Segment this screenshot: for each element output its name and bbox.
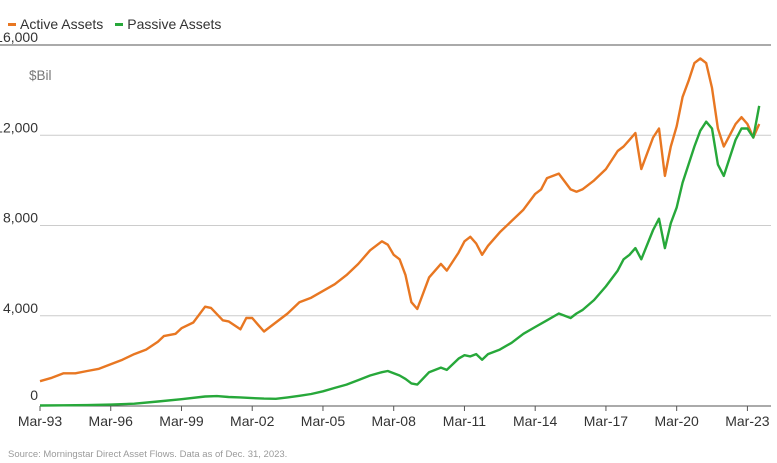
legend-swatch-active	[8, 22, 16, 26]
legend-swatch-passive	[115, 22, 124, 26]
x-tick-label: Mar-23	[725, 413, 770, 429]
legend: Active Assets Passive Assets	[8, 16, 221, 32]
y-tick-label: 8,000	[3, 210, 38, 226]
source-note: Source: Morningstar Direct Asset Flows. …	[8, 449, 288, 460]
y-tick-label: 12,000	[0, 119, 38, 135]
y-unit-label: $Bil	[29, 68, 52, 83]
series-line-active	[39, 57, 761, 383]
legend-item-active: Active Assets	[8, 16, 103, 32]
x-tick-label: Mar-08	[372, 413, 417, 429]
x-tick-label: Mar-14	[513, 413, 558, 429]
x-tick-label: Mar-17	[584, 413, 629, 429]
x-tick-label: Mar-93	[18, 413, 63, 429]
x-tick-label: Mar-99	[159, 413, 204, 429]
y-tick-label: 0	[30, 387, 38, 403]
x-tick-label: Mar-11	[443, 413, 487, 429]
gridlines	[0, 44, 771, 407]
y-axis: 0 4,000 8,000 12,000 16,000	[0, 29, 38, 403]
series-lines	[39, 57, 761, 407]
x-tick-label: Mar-20	[654, 413, 699, 429]
x-tick-label: Mar-02	[230, 413, 275, 429]
legend-label-active: Active Assets	[20, 16, 104, 32]
x-axis: Mar-93 Mar-96 Mar-99 Mar-02 Mar-05 Mar-08 Mar-…	[18, 406, 770, 429]
legend-item-passive: Passive Assets	[115, 16, 221, 32]
x-tick-label: Mar-96	[89, 413, 134, 429]
y-tick-label: 16,000	[0, 29, 38, 45]
series-line-passive	[39, 105, 761, 407]
y-tick-label: 4,000	[3, 300, 38, 316]
x-tick-label: Mar-05	[301, 413, 346, 429]
legend-label-passive: Passive Assets	[127, 16, 222, 32]
